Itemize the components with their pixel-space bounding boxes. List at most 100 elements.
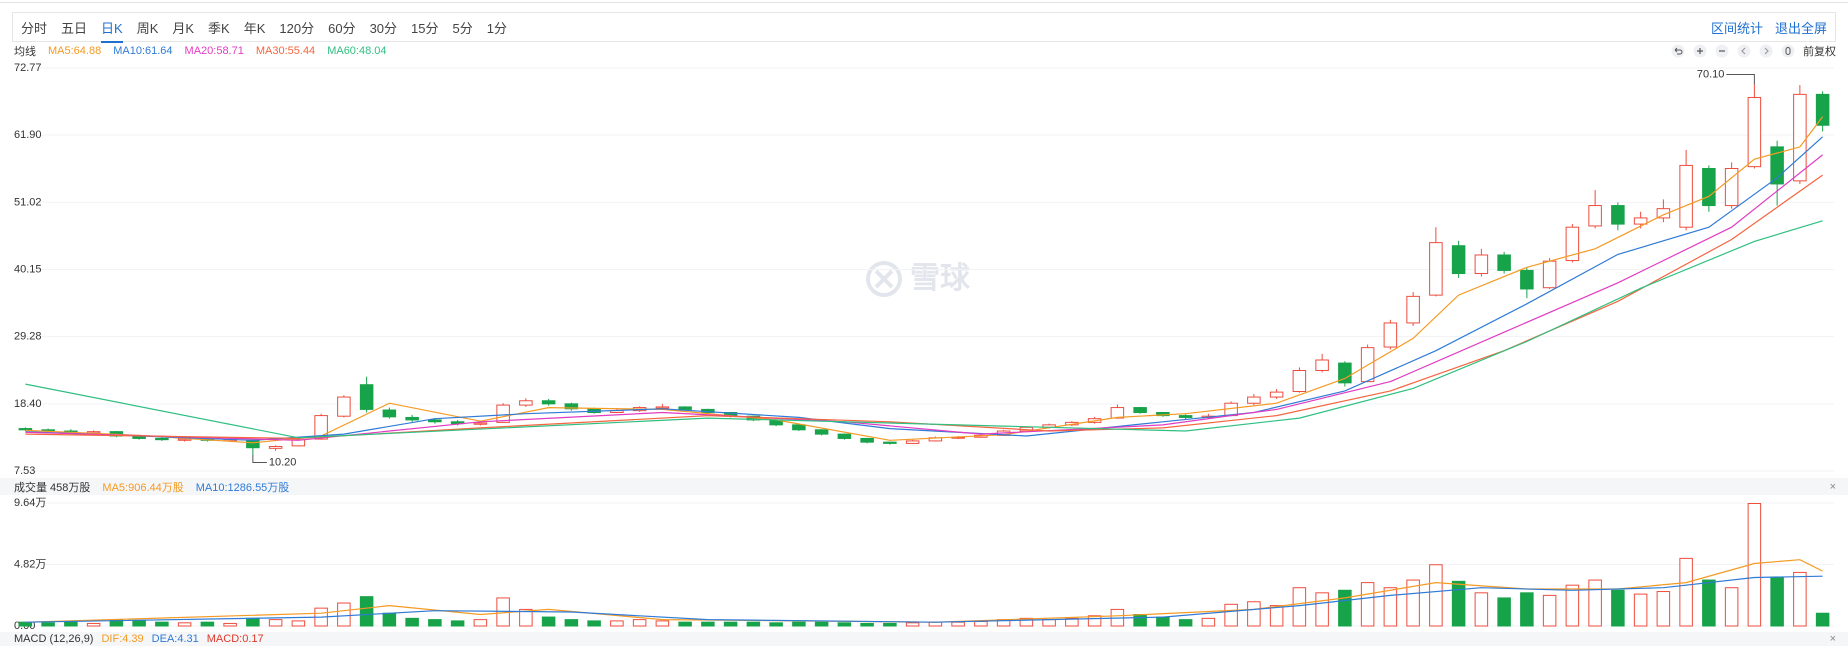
watermark: 雪球 xyxy=(866,261,971,297)
period-tab[interactable]: 季K xyxy=(208,20,230,36)
volume-bar xyxy=(405,617,419,627)
volume-bar xyxy=(1406,579,1420,627)
ma-line xyxy=(25,220,1823,439)
volume-bar xyxy=(1815,612,1830,627)
zoom-out-icon[interactable] xyxy=(1715,44,1729,58)
candle-body xyxy=(177,438,192,441)
volume-bar xyxy=(860,622,874,627)
legend-item: MA5:906.44万股 xyxy=(102,481,184,494)
volume-bar xyxy=(223,622,237,627)
candle-body xyxy=(1178,415,1193,418)
volume-bar xyxy=(1133,614,1147,627)
close-button[interactable]: × xyxy=(1829,633,1836,645)
volume-bar xyxy=(1383,587,1398,627)
period-tab[interactable]: 5分 xyxy=(452,20,473,36)
period-tab[interactable]: 年K xyxy=(243,20,266,36)
volume-bar xyxy=(1611,589,1625,627)
y-tick-label: 40.15 xyxy=(14,263,42,275)
toolbar-action[interactable]: 退出全屏 xyxy=(1774,20,1827,36)
candle-body xyxy=(678,406,692,410)
candle-body xyxy=(1497,254,1511,271)
volume-bar xyxy=(86,622,101,627)
candle-body xyxy=(905,440,920,444)
period-tab[interactable]: 月K xyxy=(172,20,195,36)
volume-bar xyxy=(200,621,215,627)
candle-body xyxy=(337,396,351,417)
candle-body xyxy=(1633,217,1648,225)
candle-body xyxy=(1247,396,1261,404)
legend-item: MA30:55.44 xyxy=(255,45,316,57)
volume-bar xyxy=(1224,603,1238,627)
volume-bar xyxy=(905,622,920,627)
undo-icon[interactable] xyxy=(1671,44,1685,58)
ma-legend: 均线 MA5:64.88 MA10:61.64 MA20:58.71 MA30:55.… xyxy=(14,44,1836,58)
period-tab[interactable]: 30分 xyxy=(369,20,398,36)
adjust-mode[interactable]: 前复权 xyxy=(1803,46,1836,58)
volume-bar xyxy=(541,616,556,627)
volume-bar xyxy=(1156,616,1170,627)
close-button[interactable]: × xyxy=(1829,480,1836,493)
volume-bar xyxy=(359,596,374,627)
legend-item: DIF:4.39 xyxy=(101,633,144,645)
candle-body xyxy=(1315,359,1329,371)
volume-bar xyxy=(678,621,692,627)
y-tick-label: 4.82万 xyxy=(14,558,46,570)
volume-title: 成交量 458万股 xyxy=(14,481,91,494)
volume-bar xyxy=(1474,592,1489,627)
volume-bar xyxy=(1770,577,1784,627)
volume-bar xyxy=(18,621,33,627)
legend-item: MA60:48.04 xyxy=(327,45,387,57)
y-tick-label: 61.90 xyxy=(14,129,42,141)
candle-body xyxy=(1565,226,1580,262)
volume-bar xyxy=(723,621,738,627)
volume-bar xyxy=(1360,582,1375,627)
settings-icon[interactable] xyxy=(1781,44,1795,58)
volume-bar xyxy=(1520,592,1534,627)
volume-bar xyxy=(291,620,306,627)
annotation-line xyxy=(1726,73,1755,85)
candle-body xyxy=(1747,96,1762,168)
volume-bar xyxy=(155,621,169,627)
volume-bar xyxy=(1793,571,1807,627)
volume-bar xyxy=(837,622,852,627)
volume-bar xyxy=(564,619,579,627)
price-chart: 雪球 72.77 61.90 51.02 40.15 29.28 18.40 7.53 70.… xyxy=(14,62,1834,477)
volume-bar xyxy=(1633,593,1648,627)
candle-body xyxy=(1520,269,1534,290)
volume-bar xyxy=(64,621,78,627)
legend-item: DEA:4.31 xyxy=(151,633,199,645)
period-tabs: 分时 五日 日K 周K 月K 季K 年K 120分 60分 30分 15分 5分 1分 xyxy=(21,14,521,43)
candle-body xyxy=(655,406,670,409)
volume-bar xyxy=(1087,615,1102,627)
period-tab[interactable]: 日K xyxy=(101,14,123,43)
volume-bar xyxy=(1292,587,1307,627)
zoom-in-icon[interactable] xyxy=(1693,44,1707,58)
candle-body xyxy=(291,439,306,447)
chart-controls: 前复权 xyxy=(1671,43,1836,59)
period-tab[interactable]: 120分 xyxy=(279,20,315,36)
toolbar-action[interactable]: 区间统计 xyxy=(1710,20,1763,36)
period-tab[interactable]: 周K xyxy=(136,20,159,36)
prev-icon[interactable] xyxy=(1737,44,1751,58)
y-tick-label: 29.28 xyxy=(14,331,42,343)
volume-header: 成交量 458万股 MA5:906.44万股 MA10:1286.55万股 × xyxy=(0,478,1848,495)
period-tab[interactable]: 60分 xyxy=(328,20,356,36)
candle-body xyxy=(814,429,829,435)
legend-item: MA5:64.88 xyxy=(48,45,102,57)
macd-title: MACD (12,26,9) xyxy=(14,633,94,645)
volume-bar xyxy=(951,621,965,627)
period-tab[interactable]: 分时 xyxy=(21,20,48,36)
candle-body xyxy=(405,416,419,421)
volume-bar xyxy=(450,620,465,627)
period-tab[interactable]: 1分 xyxy=(486,20,507,36)
volume-bar xyxy=(883,622,897,627)
volume-bar xyxy=(1724,587,1739,627)
volume-legend: MA5:906.44万股 MA10:1286.55万股 xyxy=(90,479,289,495)
volume-bar xyxy=(974,621,988,627)
period-tab[interactable]: 五日 xyxy=(61,20,88,36)
legend-item: MA20:58.71 xyxy=(184,45,244,57)
period-tab[interactable]: 15分 xyxy=(411,20,439,36)
next-icon[interactable] xyxy=(1759,44,1773,58)
volume-bar xyxy=(792,621,806,627)
